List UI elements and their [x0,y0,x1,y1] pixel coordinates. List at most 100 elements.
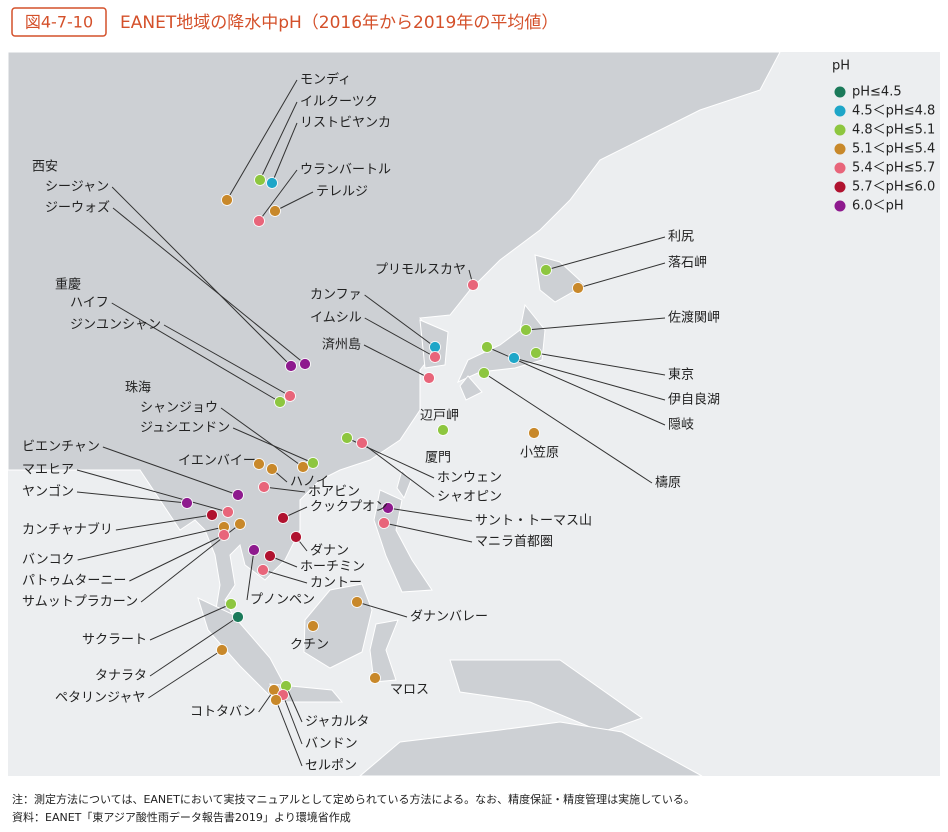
region-label: 珠海 [125,381,151,396]
leader-line [364,317,436,358]
station-dot [232,489,244,501]
station-label: 小笠原 [520,446,559,461]
leader-line [525,317,666,331]
station-dot [437,424,449,436]
figure-box [11,7,107,37]
station-dot [297,461,309,473]
station-dot [540,264,552,276]
station-dot [248,544,260,556]
station-dot [258,481,270,493]
station-label: クチン [290,638,329,653]
leader-line [259,101,298,181]
legend-label: 5.4＜pH≤5.7 [852,161,935,176]
station-label: カンファ [310,288,362,303]
leader-line [102,446,239,496]
station-label: ハイフ [70,296,109,311]
legend-label: 4.5＜pH≤4.8 [852,104,935,119]
station-label: ジーウォズ [45,200,110,216]
station-dot [378,517,390,529]
station-label: ジュシエンドン [140,421,230,436]
leader-line [115,514,213,531]
leader-line [220,407,304,468]
station-dot [257,564,269,576]
leader-line [76,469,229,513]
map [7,51,940,777]
station-label: パトゥムターニー [22,574,126,589]
station-dot [264,550,276,562]
station-dot [285,360,297,372]
leader-line [577,262,666,289]
station-label: ハノイ [290,475,329,490]
station-dot [520,324,532,336]
station-label: ビエンチャン [22,440,100,455]
legend-swatch [834,200,846,212]
station-dot [222,506,234,518]
leader-lines [76,79,666,767]
station-dot [274,396,286,408]
station-label: ホアビン [308,485,360,500]
station-dot [382,502,394,514]
station-dot [206,509,218,521]
land [358,721,703,777]
station-dot [356,437,368,449]
station-dot [284,390,296,402]
station-label: 利尻 [668,230,694,245]
station-dot [341,432,353,444]
station-label: マロス [390,683,429,698]
leader-line [163,324,291,397]
station-label: カントー [310,576,362,591]
station-dot [369,672,381,684]
station-label: プリモルスカヤ [375,263,466,278]
station-label: イルクーツク [300,95,378,110]
station-label: ホーチミン [300,560,365,575]
leader-line [258,169,298,222]
leader-line [232,427,314,464]
leader-line [545,236,666,271]
title: EANET地域の降水中pH（2016年から2019年の平均値） [120,13,558,33]
legend-label: 4.8＜pH≤5.1 [852,123,935,138]
leader-line [148,649,223,699]
station-dot [254,174,266,186]
legend-label: 5.1＜pH≤5.4 [852,142,935,157]
station-dot [429,351,441,363]
leader-line [271,122,298,184]
leader-line [275,699,303,767]
legend-title: pH [832,59,850,74]
station-label: 辺戸岬 [420,409,459,424]
leader-line [361,442,435,498]
station-label: ジャカルタ [305,715,369,730]
station-label: カンチャナブリ [22,522,113,538]
station-label: シャンジョウ [140,401,218,416]
legend-label: 5.7＜pH≤6.0 [852,180,935,195]
legend-label: pH≤4.5 [852,85,902,100]
leader-line [285,685,303,723]
leader-line [274,191,314,212]
station-dot [270,694,282,706]
leader-line [387,507,473,522]
leader-line [356,601,408,618]
station-label: ジンユンシャン [70,318,161,333]
land [369,619,399,683]
station-label: イエンバイー [178,454,256,469]
leader-line [111,186,292,367]
station-label: 落石岬 [668,256,707,271]
station-label: ペタリンジャヤ [55,691,145,706]
stations [181,174,584,706]
leader-line [262,569,308,584]
station-label: サント・トーマス山 [475,514,592,529]
leader-line [111,302,281,403]
station-label: ダナンバレー [410,610,488,625]
region-label: 西安 [32,160,58,175]
station-dot [218,529,230,541]
station-label: マエヒア [22,463,74,478]
station-label: シャオピン [437,490,502,505]
region-label: 厦門 [425,451,451,466]
station-dot [234,518,246,530]
station-label: サムットプラカーン [22,595,138,610]
station-label: サクラート [82,633,147,648]
station-label: 佐渡関岬 [668,310,720,326]
station-dot [253,458,265,470]
station-dot [299,358,311,370]
station-dot [269,205,281,217]
